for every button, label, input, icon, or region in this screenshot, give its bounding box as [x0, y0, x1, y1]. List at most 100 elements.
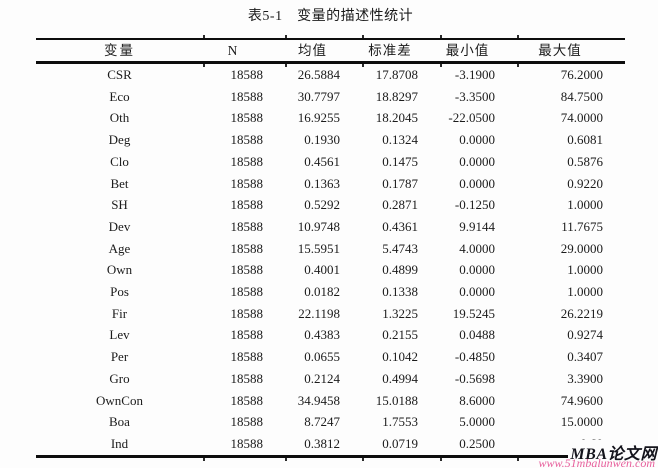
variable-name-cell: Gro [109, 370, 130, 386]
column-boundary-tick [285, 458, 287, 461]
watermark-url: www.51mbalunwen.com [538, 456, 655, 468]
column-boundary-tick [285, 35, 287, 38]
value-cell: 18.8297 [375, 88, 418, 104]
value-cell: 34.9458 [297, 392, 340, 408]
column-boundary-tick [517, 35, 519, 38]
value-cell: 0.9220 [567, 175, 603, 191]
column-header-max: 最大值 [517, 39, 625, 64]
variable-name-cell: Eco [109, 88, 130, 104]
value-cell: 17.8708 [375, 67, 418, 82]
table-row: Own 18588 0.4001 0.4899 0.0000 1.0000 [36, 259, 625, 281]
table-row: Clo 18588 0.4561 0.1475 0.0000 0.5876 [36, 151, 625, 173]
value-cell: 0.0719 [382, 435, 418, 451]
table-caption: 表5-1 变量的描述性统计 [247, 9, 414, 24]
value-cell: 0.0000 [459, 284, 495, 300]
value-cell: 0.5292 [304, 197, 340, 213]
value-cell: 0.5876 [567, 153, 603, 169]
variable-name-cell: Oth [109, 110, 130, 126]
column-header-n: N [203, 39, 285, 64]
variable-name-cell: Own [106, 262, 133, 278]
variable-name-cell: Deg [108, 132, 131, 148]
value-cell: -0.4850 [454, 349, 495, 365]
variable-name-cell: Fir [111, 305, 128, 321]
value-cell: 15.0188 [375, 392, 418, 408]
value-cell: 22.1198 [298, 305, 340, 321]
table-row: CSR 18588 26.5884 17.8708 -3.1900 76.2000 [36, 63, 625, 86]
value-cell: 0.4994 [382, 370, 418, 386]
column-boundary-tick [203, 35, 205, 38]
value-cell: 0.2124 [304, 370, 340, 386]
header-row: 变量 N 均值 标准差 最小值 最大值 [36, 39, 625, 64]
value-cell: 8.6000 [459, 392, 495, 408]
value-cell: 18588 [230, 197, 264, 213]
value-cell: 0.4383 [304, 327, 340, 343]
value-cell: 0.0000 [459, 175, 495, 191]
column-header-mean: 均值 [285, 39, 362, 64]
variable-name-cell: SH [111, 197, 128, 213]
value-cell: 0.1042 [382, 349, 418, 365]
table-row: Fir 18588 22.1198 1.3225 19.5245 26.2219 [36, 303, 625, 325]
value-cell: 15.0000 [560, 414, 603, 430]
variable-name-cell: Age [108, 240, 131, 256]
value-cell: 0.0488 [459, 327, 495, 343]
value-cell: 18.2045 [375, 110, 418, 126]
value-cell: 0.4899 [382, 262, 418, 278]
value-cell: 18588 [230, 414, 264, 430]
value-cell: 1.0000 [567, 284, 603, 300]
variable-name-cell: Boa [109, 414, 130, 430]
column-boundary-tick [517, 458, 519, 461]
value-cell: 1.3225 [382, 305, 418, 321]
value-cell: 0.0655 [304, 349, 340, 365]
column-boundary-tick [285, 64, 287, 67]
value-cell: 18588 [230, 67, 264, 82]
value-cell: 18588 [230, 218, 264, 234]
value-cell: 18588 [230, 327, 264, 343]
value-cell: 0.3407 [567, 349, 603, 365]
value-cell: 0.1787 [382, 175, 418, 191]
value-cell: 0.2871 [382, 197, 418, 213]
value-cell: 16.9255 [297, 110, 340, 126]
value-cell: 0.1338 [382, 284, 418, 300]
value-cell: 18588 [230, 153, 264, 169]
value-cell: 18588 [230, 349, 264, 365]
variable-name-cell: OwnCon [96, 392, 143, 408]
value-cell: -3.1900 [454, 67, 495, 82]
table-row: Age 18588 15.5951 5.4743 4.0000 29.0000 [36, 238, 625, 260]
value-cell: 0.0000 [459, 153, 495, 169]
value-cell: 8.7247 [304, 414, 340, 430]
value-cell: 30.7797 [297, 88, 340, 104]
value-cell: 5.4743 [382, 240, 418, 256]
table-row: Boa 18588 8.7247 1.7553 5.0000 15.0000 [36, 411, 625, 433]
column-boundary-tick [362, 64, 364, 67]
table-row: SH 18588 0.5292 0.2871 -0.1250 1.0000 [36, 194, 625, 216]
column-boundary-tick [362, 458, 364, 461]
value-cell: 0.4361 [382, 218, 418, 234]
value-cell: 4.0000 [459, 240, 495, 256]
value-cell: 76.2000 [560, 67, 603, 82]
column-boundary-tick [440, 35, 442, 38]
table-body: CSR 18588 26.5884 17.8708 -3.1900 76.2000 Eco 1… [36, 63, 625, 457]
value-cell: 18588 [230, 175, 264, 191]
table-row: Eco 18588 30.7797 18.8297 -3.3500 84.7500 [36, 86, 625, 108]
value-cell: 0.0000 [459, 262, 495, 278]
value-cell: -0.1250 [454, 197, 495, 213]
value-cell: 9.9144 [459, 218, 495, 234]
value-cell: -22.0500 [448, 110, 495, 126]
value-cell: 18588 [230, 370, 264, 386]
column-boundary-tick [517, 64, 519, 67]
value-cell: 18588 [230, 132, 264, 148]
value-cell: 18588 [230, 262, 264, 278]
table-row: Oth 18588 16.9255 18.2045 -22.0500 74.0000 [36, 107, 625, 129]
value-cell: 0.0000 [459, 132, 495, 148]
variable-name-cell: Bet [110, 175, 129, 191]
variable-name-cell: Per [110, 349, 129, 365]
stats-table: 变量 N 均值 标准差 最小值 最大值 CSR 18588 26.5884 17.87… [36, 38, 625, 458]
value-cell: 15.5951 [297, 240, 340, 256]
variable-name-cell: Clo [110, 153, 129, 169]
table-row: OwnCon 18588 34.9458 15.0188 8.6000 74.9600 [36, 390, 625, 412]
value-cell: 1.7553 [382, 414, 418, 430]
value-cell: 1.0000 [567, 262, 603, 278]
value-cell: 0.9274 [567, 327, 603, 343]
value-cell: -3.3500 [454, 88, 495, 104]
